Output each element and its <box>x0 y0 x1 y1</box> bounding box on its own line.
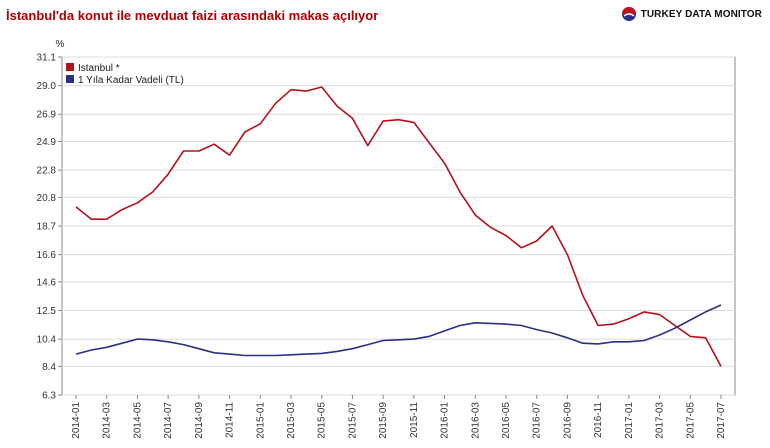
legend-swatch <box>66 63 74 71</box>
x-tick-label: 2014-07 <box>163 402 174 439</box>
globe-icon <box>621 7 636 21</box>
x-tick-label: 2016-05 <box>501 402 512 439</box>
y-tick-label: 20.8 <box>37 193 57 204</box>
y-tick-label: 24.9 <box>37 137 57 148</box>
y-tick-label: 18.7 <box>37 222 57 233</box>
y-tick-label: 29.0 <box>37 81 57 92</box>
x-tick-label: 2017-01 <box>624 402 635 439</box>
y-tick-label: 22.8 <box>37 166 57 177</box>
x-tick-label: 2016-07 <box>532 402 543 439</box>
x-tick-label: 2017-07 <box>716 402 727 439</box>
y-tick-label: 16.6 <box>37 250 57 261</box>
y-tick-label: 10.4 <box>37 335 57 346</box>
series-line-deposit-rate <box>75 304 722 357</box>
x-tick-label: 2017-03 <box>655 402 666 439</box>
legend-label: Istanbul * <box>78 63 120 74</box>
x-tick-label: 2014-09 <box>194 402 205 439</box>
chart-title: İstanbul'da konut ile mevduat faizi aras… <box>6 8 379 23</box>
y-tick-label: 14.6 <box>37 277 57 288</box>
legend-swatch <box>66 75 74 83</box>
series-line-istanbul <box>75 86 722 367</box>
brand-name: TURKEY DATA MONITOR <box>640 8 762 20</box>
x-tick-label: 2015-01 <box>255 402 266 439</box>
x-tick-label: 2014-03 <box>102 402 113 439</box>
y-tick-label: 31.1 <box>37 53 57 64</box>
y-tick-label: 8.4 <box>42 362 56 373</box>
x-tick-label: 2016-03 <box>470 402 481 439</box>
y-axis-label: % <box>56 39 65 50</box>
y-tick-label: 26.9 <box>37 110 57 121</box>
brand-logo: TURKEY DATA MONITOR <box>621 6 762 22</box>
x-tick-label: 2015-11 <box>409 402 420 438</box>
x-tick-label: 2017-05 <box>685 402 696 439</box>
x-tick-label: 2015-05 <box>317 402 328 439</box>
x-tick-label: 2015-07 <box>347 402 358 439</box>
x-tick-label: 2015-03 <box>286 402 297 439</box>
x-tick-label: 2014-01 <box>71 402 82 439</box>
x-tick-label: 2014-05 <box>132 402 143 439</box>
y-tick-label: 12.5 <box>37 306 57 317</box>
x-tick-label: 2016-09 <box>562 402 573 439</box>
x-tick-label: 2016-01 <box>440 402 451 439</box>
legend-label: 1 Yıla Kadar Vadeli (TL) <box>78 75 184 86</box>
x-tick-label: 2015-09 <box>378 402 389 439</box>
x-tick-label: 2016-11 <box>593 402 604 438</box>
x-tick-label: 2014-11 <box>225 402 236 438</box>
y-tick-label: 6.3 <box>42 391 56 402</box>
